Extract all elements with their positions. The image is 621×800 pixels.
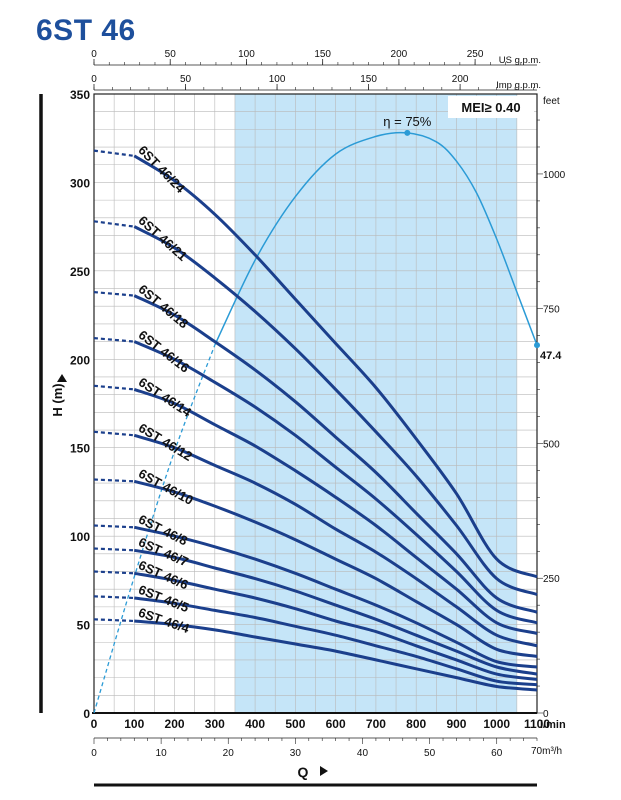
m3h-tick-label: 40: [357, 748, 369, 759]
series-label: 6ST 46/24: [135, 143, 188, 197]
efficiency-curve: [214, 131, 538, 346]
us-gpm-axis-tick-label: 200: [391, 49, 408, 60]
m3h-axis: 0 10 20 30 40 50 60 70m³/h: [91, 737, 562, 759]
feet-unit-label: feet: [543, 96, 560, 107]
us-gpm-axis-tick-label: 250: [467, 49, 484, 60]
m3h-unit-label: 70m³/h: [531, 746, 562, 757]
m3h-tick-label: 60: [491, 748, 503, 759]
m3h-tick-label: 0: [91, 748, 97, 759]
x-axis-label: Q: [298, 764, 309, 780]
x-tick-label: 200: [165, 717, 185, 731]
mei-badge: MEI≥ 0.40: [461, 100, 520, 115]
curve-line: [133, 525, 538, 669]
x-tick-label: 400: [245, 717, 265, 731]
feet-tick-label: 500: [543, 439, 560, 450]
y-tick-label: 50: [77, 619, 91, 633]
us-gpm-axis-tick-label: 150: [314, 49, 331, 60]
x-axis-arrow: [320, 766, 328, 776]
curve-line: [134, 571, 538, 681]
imp-gpm-axis-tick-label: 200: [452, 74, 469, 85]
x-tick-label: 100: [124, 717, 144, 731]
series-label: 6ST 46/14: [136, 374, 195, 420]
curve-dashed-start: [93, 291, 135, 297]
us-gpm-axis-unit: US g.p.m.: [499, 55, 541, 66]
curve-line: [133, 225, 538, 596]
us-gpm-axis-tick-label: 50: [165, 49, 177, 60]
x-tick-label: 0: [91, 717, 98, 731]
series-label: 6ST 46/12: [136, 420, 195, 464]
efficiency-end-marker: [534, 342, 540, 349]
curve-dashed-start: [93, 430, 135, 437]
imp-gpm-axis-tick-label: 100: [269, 74, 286, 85]
us-gpm-axis: 0 50 100 150 200 250 US g.p.m.: [91, 49, 541, 66]
y-tick-label: 150: [70, 442, 90, 456]
curve-line: [133, 479, 538, 658]
curve-line: [133, 340, 538, 625]
m3h-tick-label: 50: [424, 748, 436, 759]
efficiency-curve-dashed: [93, 344, 216, 714]
m3h-tick-label: 20: [223, 748, 235, 759]
y-tick-label: 100: [70, 530, 90, 544]
m3h-tick-label: 30: [290, 748, 302, 759]
curve-dashed-start: [93, 149, 135, 157]
efficiency-peak-marker: [404, 129, 411, 136]
series-label: 6ST 46/16: [136, 327, 193, 376]
curve-dashed-start: [93, 595, 135, 600]
feet-tick-label: 0: [543, 709, 549, 720]
x-tick-label: 600: [326, 717, 346, 731]
chart-title: 6ST 46: [36, 14, 136, 47]
us-gpm-axis-tick-label: 100: [238, 49, 255, 60]
series-label: 6ST 46/21: [135, 213, 190, 264]
imp-gpm-axis-tick-label: 0: [91, 74, 97, 85]
curve-dashed-start: [93, 570, 135, 575]
y-tick-label: 0: [83, 707, 90, 721]
x-tick-label: 300: [205, 717, 225, 731]
feet-axis: 0 250 500 750 1000 feet: [537, 96, 566, 720]
y-axis-arrow: [57, 374, 67, 382]
m3h-tick-label: 10: [156, 748, 168, 759]
curve-line: [133, 433, 538, 648]
curve-line: [133, 154, 538, 579]
curve-dashed-start: [93, 478, 135, 483]
curve-dashed-start: [93, 524, 135, 529]
curve-dashed-start: [93, 547, 135, 552]
series-label: 6ST 46/10: [136, 466, 196, 508]
feet-tick-label: 1000: [543, 170, 566, 181]
y-tick-label: 200: [70, 353, 90, 367]
curve-line: [133, 387, 538, 635]
curve-line: [134, 596, 538, 687]
imp-gpm-axis-tick-label: 50: [180, 74, 192, 85]
imp-gpm-axis: 0 50 100 150 200 Imp g.p.m.: [91, 74, 541, 91]
x-tick-label: 1100: [524, 717, 550, 731]
y-tick-label: 300: [70, 176, 90, 190]
curve-dashed-start: [93, 220, 135, 228]
x-tick-label: 900: [446, 717, 466, 731]
curve-line: [133, 294, 538, 614]
x-tick-label: 800: [406, 717, 426, 731]
curve-dashed-start: [93, 337, 135, 343]
efficiency-label: η = 75%: [383, 114, 432, 129]
feet-tick-label: 750: [543, 305, 560, 316]
y-tick-label: 350: [70, 88, 90, 102]
curve-line: [134, 548, 538, 676]
mei-badge-bg: [448, 96, 534, 118]
us-gpm-axis-tick-label: 0: [91, 49, 97, 60]
curve-line: [134, 619, 538, 692]
x-unit-label: l/min: [540, 719, 566, 731]
imp-gpm-axis-tick-label: 150: [360, 74, 377, 85]
imp-gpm-axis-unit: Imp g.p.m.: [496, 80, 541, 91]
x-tick-label: 500: [285, 717, 305, 731]
efficiency-end-label: 47.4: [540, 350, 562, 362]
curve-dashed-start: [93, 618, 135, 623]
x-tick-label: 1000: [483, 717, 510, 731]
y-tick-label: 250: [70, 265, 90, 279]
feet-tick-label: 250: [543, 574, 560, 585]
x-tick-label: 700: [366, 717, 386, 731]
y-axis-label: H (m): [50, 383, 65, 416]
curve-dashed-start: [93, 384, 135, 391]
